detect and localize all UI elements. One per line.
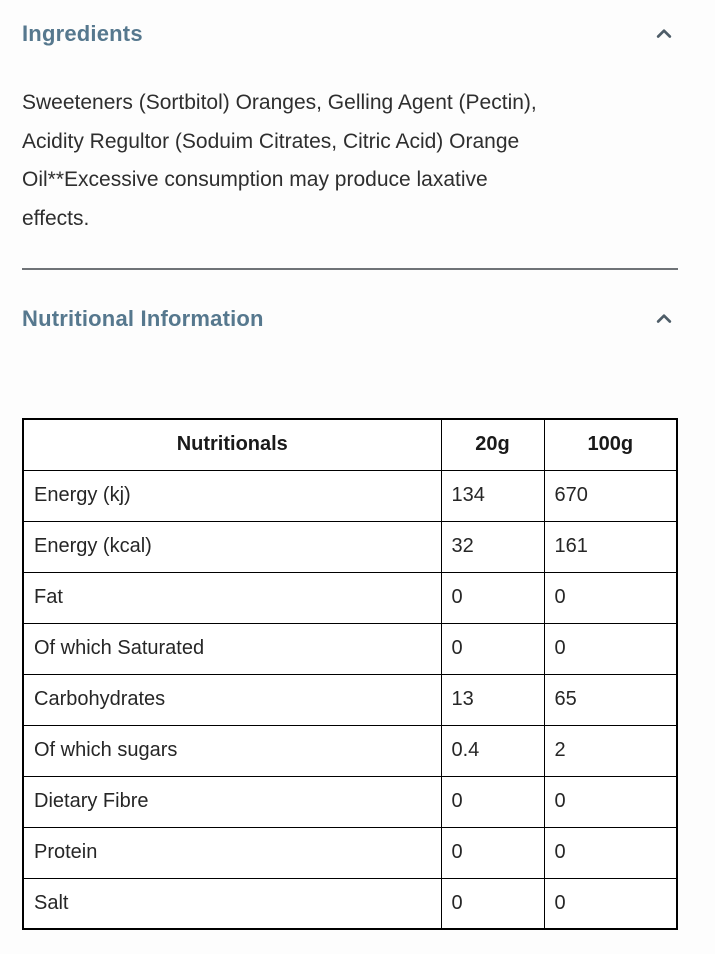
table-row: Of which sugars 0.4 2 xyxy=(22,724,678,777)
chevron-up-icon[interactable] xyxy=(654,309,674,329)
ingredients-text: Sweeteners (Sortbitol) Oranges, Gelling … xyxy=(22,84,676,238)
table-header-row: Nutritionals 20g 100g xyxy=(22,418,678,471)
table-row: Protein 0 0 xyxy=(22,826,678,879)
value-100g: 670 xyxy=(543,469,678,522)
value-20g: 134 xyxy=(440,469,545,522)
nutrition-table: Nutritionals 20g 100g Energy (kj) 134 67… xyxy=(22,418,678,930)
row-label: Protein xyxy=(22,826,442,879)
row-label: Of which Saturated xyxy=(22,622,442,675)
table-row: Of which Saturated 0 0 xyxy=(22,622,678,675)
table-row: Energy (kcal) 32 161 xyxy=(22,520,678,573)
row-label: Energy (kcal) xyxy=(22,520,442,573)
row-label: Fat xyxy=(22,571,442,624)
value-20g: 32 xyxy=(440,520,545,573)
row-label: Of which sugars xyxy=(22,724,442,777)
header-100g: 100g xyxy=(543,418,678,471)
row-label: Energy (kj) xyxy=(22,469,442,522)
value-100g: 0 xyxy=(543,571,678,624)
ingredients-text-line: Acidity Regultor (Soduim Citrates, Citri… xyxy=(22,129,520,153)
value-100g: 0 xyxy=(543,622,678,675)
row-label: Salt xyxy=(22,877,442,930)
value-100g: 161 xyxy=(543,520,678,573)
ingredients-text-line: Oil**Excessive consumption may produce l… xyxy=(22,168,488,191)
table-row: Fat 0 0 xyxy=(22,571,678,624)
value-20g: 0 xyxy=(440,571,545,624)
value-100g: 0 xyxy=(543,826,678,879)
value-20g: 0 xyxy=(440,622,545,675)
table-row: Salt 0 0 xyxy=(22,877,678,930)
value-100g: 0 xyxy=(543,775,678,828)
nutrition-title: Nutritional Information xyxy=(22,306,264,331)
ingredients-accordion-header[interactable]: Ingredients xyxy=(22,20,676,48)
chevron-up-icon[interactable] xyxy=(654,24,674,44)
ingredients-title: Ingredients xyxy=(22,21,143,46)
value-20g: 0.4 xyxy=(440,724,545,777)
value-20g: 0 xyxy=(440,775,545,828)
table-row: Carbohydrates 13 65 xyxy=(22,673,678,726)
table-row: Dietary Fibre 0 0 xyxy=(22,775,678,828)
value-100g: 2 xyxy=(543,724,678,777)
section-divider xyxy=(22,268,678,270)
header-20g: 20g xyxy=(440,418,545,471)
value-100g: 65 xyxy=(543,673,678,726)
value-20g: 0 xyxy=(440,877,545,930)
value-20g: 13 xyxy=(440,673,545,726)
header-nutritionals: Nutritionals xyxy=(22,418,442,471)
nutrition-accordion-header[interactable]: Nutritional Information xyxy=(22,305,676,333)
table-row: Energy (kj) 134 670 xyxy=(22,469,678,522)
row-label: Carbohydrates xyxy=(22,673,442,726)
value-20g: 0 xyxy=(440,826,545,879)
ingredients-section: Ingredients Sweeteners (Sortbitol) Orang… xyxy=(22,20,676,238)
row-label: Dietary Fibre xyxy=(22,775,442,828)
nutrition-section: Nutritional Information Nutritionals 20g… xyxy=(22,305,678,930)
value-100g: 0 xyxy=(543,877,678,930)
ingredients-text-line: effects. xyxy=(22,206,90,230)
ingredients-text-line: Sweeteners (Sortbitol) Oranges, Gelling … xyxy=(22,91,537,114)
